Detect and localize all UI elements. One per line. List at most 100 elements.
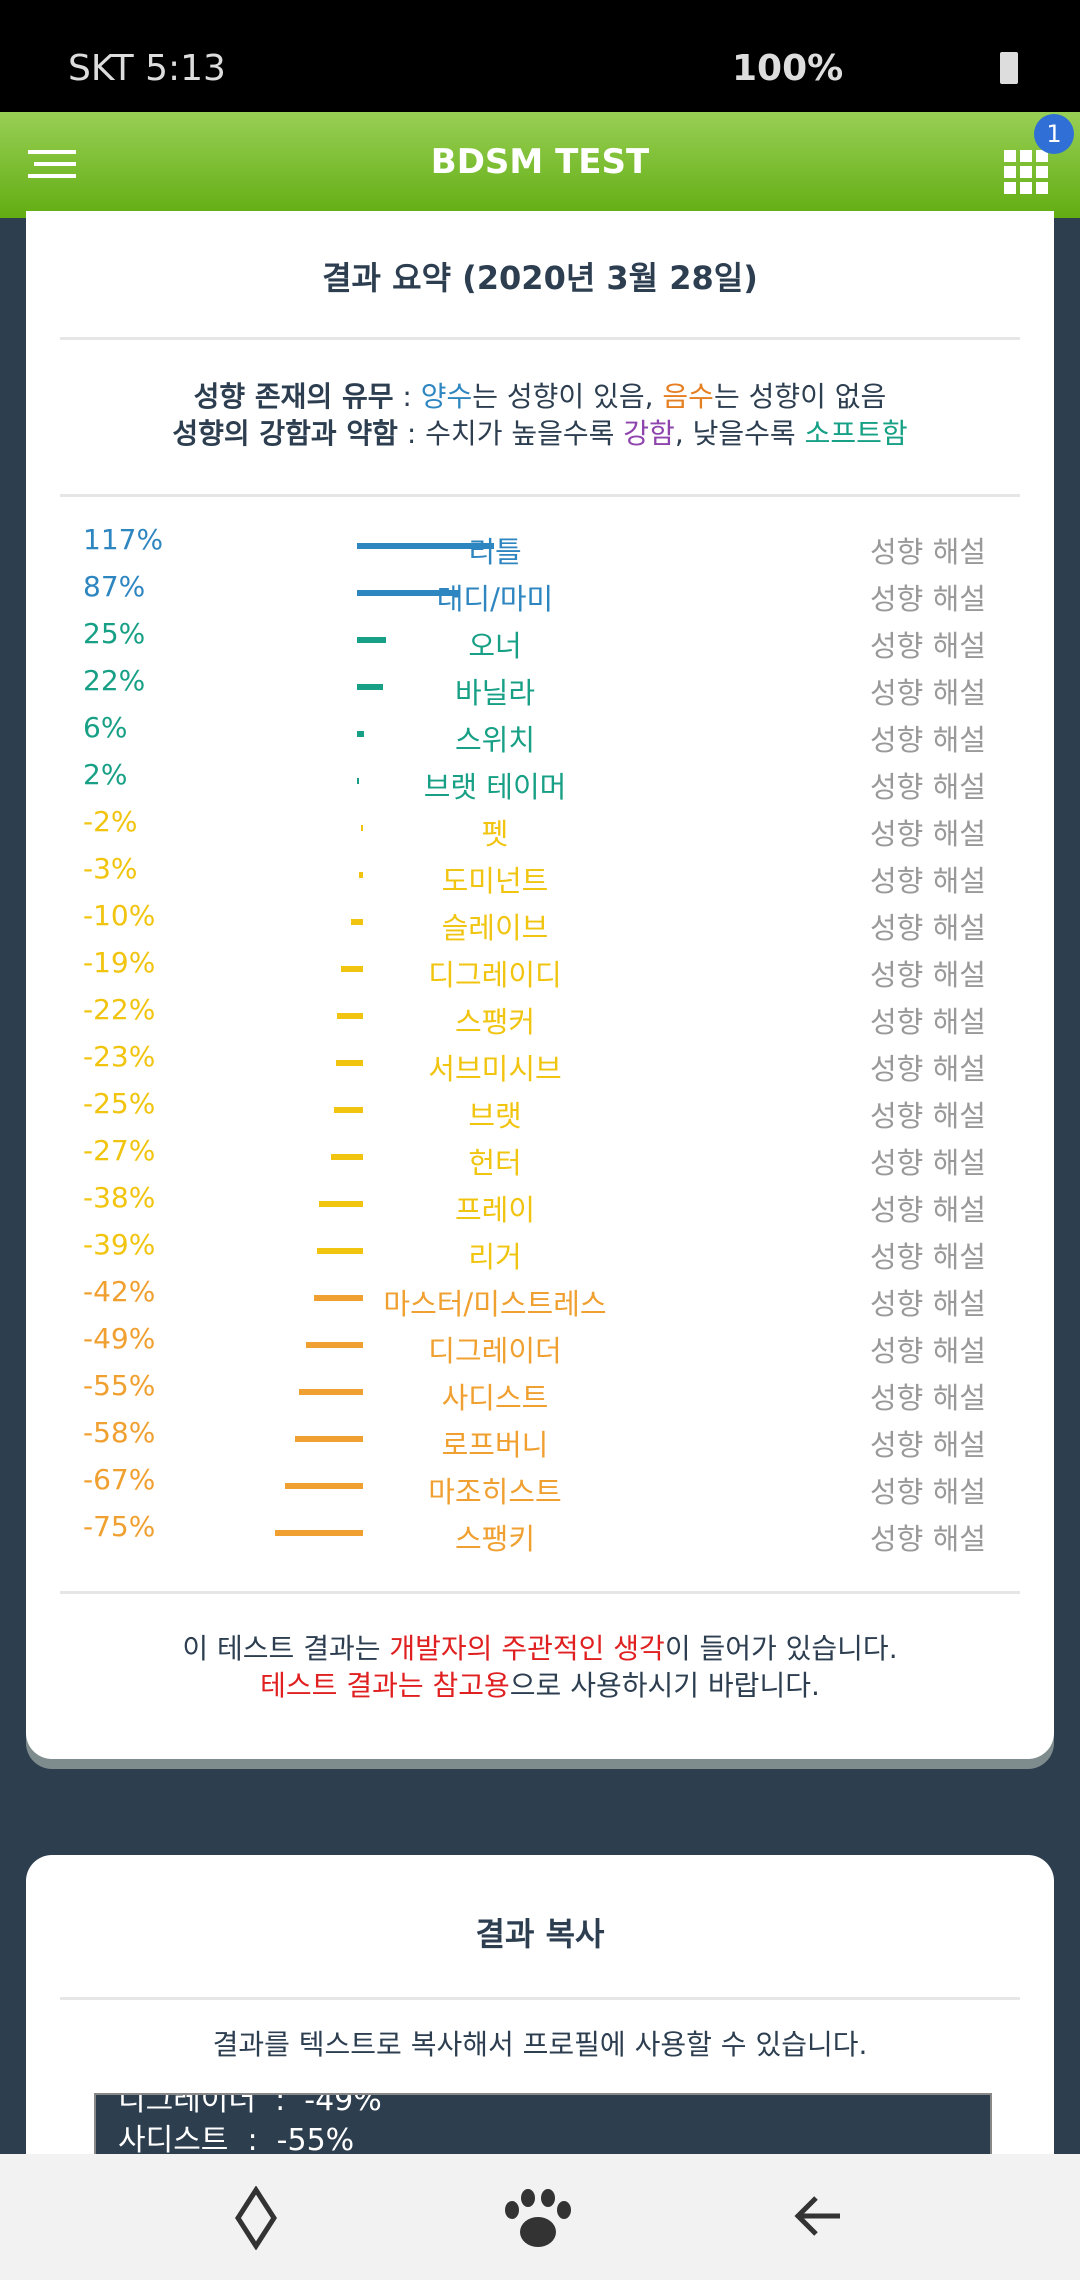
text-line: 성향 존재의 유무 : 양수는 성향이 있음, 음수는 성향이 없음 xyxy=(26,375,1054,415)
trait-link[interactable]: 성향 해설 xyxy=(870,911,986,945)
percent-label: -58% xyxy=(83,1416,156,1449)
score-bar xyxy=(340,966,363,972)
trait-name: 바닐라 xyxy=(454,676,536,710)
score-bar xyxy=(275,1530,363,1536)
score-bar xyxy=(284,1483,363,1489)
trait-link[interactable]: 성향 해설 xyxy=(870,1475,986,1509)
score-bar xyxy=(336,1060,363,1066)
trait-name: 스팽커 xyxy=(454,1005,536,1039)
percent-label: -23% xyxy=(83,1040,156,1073)
percent-label: -25% xyxy=(83,1087,156,1120)
score-bar xyxy=(359,872,363,878)
trait-link[interactable]: 성향 해설 xyxy=(870,676,986,710)
percent-label: 25% xyxy=(83,617,146,650)
menu-button[interactable] xyxy=(26,148,78,184)
divider xyxy=(60,1997,1020,2000)
text-segment: 으로 사용하시기 바랍니다. xyxy=(509,1669,820,1702)
score-bar xyxy=(318,1201,363,1207)
trait-name: 마조히스트 xyxy=(428,1475,562,1509)
percent-label: -2% xyxy=(83,805,138,838)
trait-link[interactable]: 성향 해설 xyxy=(870,1193,986,1227)
nav-home[interactable] xyxy=(504,2188,572,2248)
text-segment: 성향의 강함과 약함 xyxy=(172,417,398,450)
trait-name: 브랫 테이머 xyxy=(423,770,567,804)
trait-name: 대디/마미 xyxy=(436,582,554,616)
trait-name: 리틀 xyxy=(468,535,522,569)
percent-label: -42% xyxy=(83,1275,156,1308)
trait-name: 도미넌트 xyxy=(441,864,549,898)
percent-label: 22% xyxy=(83,664,146,697)
trait-link[interactable]: 성향 해설 xyxy=(870,723,986,757)
score-bar xyxy=(351,919,363,925)
percent-label: -49% xyxy=(83,1322,156,1355)
trait-link[interactable]: 성향 해설 xyxy=(870,770,986,804)
trait-link[interactable]: 성향 해설 xyxy=(870,817,986,851)
trait-name: 스위치 xyxy=(454,723,536,757)
trait-link[interactable]: 성향 해설 xyxy=(870,864,986,898)
text-segment: 이 들어가 있습니다. xyxy=(664,1632,898,1665)
score-bar xyxy=(357,590,459,596)
text-segment: 는 성향이 없음 xyxy=(713,380,887,413)
copy-line: 디그레이더 : -49% xyxy=(118,2093,382,2118)
score-bar xyxy=(357,637,387,643)
trait-name: 헌터 xyxy=(468,1146,522,1180)
percent-label: -39% xyxy=(83,1228,156,1261)
percent-label: 6% xyxy=(83,711,128,744)
percent-label: 117% xyxy=(83,523,164,556)
trait-name: 마스터/미스트레스 xyxy=(383,1287,607,1321)
score-bar xyxy=(333,1107,363,1113)
score-bar xyxy=(357,684,383,690)
score-bar xyxy=(337,1013,363,1019)
trait-link[interactable]: 성향 해설 xyxy=(870,958,986,992)
trait-link[interactable]: 성향 해설 xyxy=(870,582,986,616)
trait-name: 프레이 xyxy=(454,1193,536,1227)
trait-link[interactable]: 성향 해설 xyxy=(870,1240,986,1274)
apps-button[interactable] xyxy=(1000,142,1056,198)
trait-name: 사디스트 xyxy=(441,1381,549,1415)
app-bar: BDSM TEST 1 xyxy=(0,112,1080,218)
nav-recent[interactable] xyxy=(232,2186,280,2250)
percent-label: -27% xyxy=(83,1134,156,1167)
divider xyxy=(60,494,1020,497)
copy-title: 결과 복사 xyxy=(475,1915,605,1953)
score-bar xyxy=(331,1154,363,1160)
score-bar xyxy=(298,1389,363,1395)
trait-link[interactable]: 성향 해설 xyxy=(870,629,986,663)
text-line: 테스트 결과는 참고용으로 사용하시기 바랍니다. xyxy=(26,1664,1054,1704)
score-bar xyxy=(295,1436,363,1442)
trait-link[interactable]: 성향 해설 xyxy=(870,1522,986,1556)
text-segment: 테스트 결과는 참고용 xyxy=(260,1669,510,1702)
text-line: 이 테스트 결과는 개발자의 주관적인 생각이 들어가 있습니다. xyxy=(26,1627,1054,1667)
trait-name: 디그레이디 xyxy=(428,958,562,992)
text-segment: : xyxy=(393,380,421,413)
trait-link[interactable]: 성향 해설 xyxy=(870,1052,986,1086)
score-bar xyxy=(317,1248,363,1254)
text-segment: 이 테스트 결과는 xyxy=(182,1632,390,1665)
trait-link[interactable]: 성향 해설 xyxy=(870,1099,986,1133)
trait-link[interactable]: 성향 해설 xyxy=(870,1005,986,1039)
trait-link[interactable]: 성향 해설 xyxy=(870,1287,986,1321)
trait-link[interactable]: 성향 해설 xyxy=(870,1334,986,1368)
trait-name: 디그레이더 xyxy=(428,1334,562,1368)
score-bar xyxy=(357,543,494,549)
trait-name: 서브미시브 xyxy=(428,1052,562,1086)
trait-name: 브랫 xyxy=(468,1099,522,1133)
percent-label: 87% xyxy=(83,570,146,603)
nav-back[interactable] xyxy=(792,2190,844,2242)
text-segment: 성향 존재의 유무 xyxy=(193,380,394,413)
trait-link[interactable]: 성향 해설 xyxy=(870,1146,986,1180)
copy-description: 결과를 텍스트로 복사해서 프로필에 사용할 수 있습니다. xyxy=(212,2028,868,2061)
percent-label: -55% xyxy=(83,1369,156,1402)
summary-card: 결과 요약 (2020년 3월 28일) 성향 존재의 유무 : 양수는 성향이… xyxy=(26,211,1054,1759)
trait-link[interactable]: 성향 해설 xyxy=(870,1381,986,1415)
divider xyxy=(60,337,1020,340)
trait-name: 오너 xyxy=(468,629,522,663)
trait-name: 슬레이브 xyxy=(441,911,549,945)
percent-label: -38% xyxy=(83,1181,156,1214)
text-segment: 양수 xyxy=(420,380,473,413)
trait-link[interactable]: 성향 해설 xyxy=(870,535,986,569)
battery-icon xyxy=(1000,52,1018,84)
text-segment: : 수치가 높을수록 xyxy=(397,417,624,450)
trait-link[interactable]: 성향 해설 xyxy=(870,1428,986,1462)
